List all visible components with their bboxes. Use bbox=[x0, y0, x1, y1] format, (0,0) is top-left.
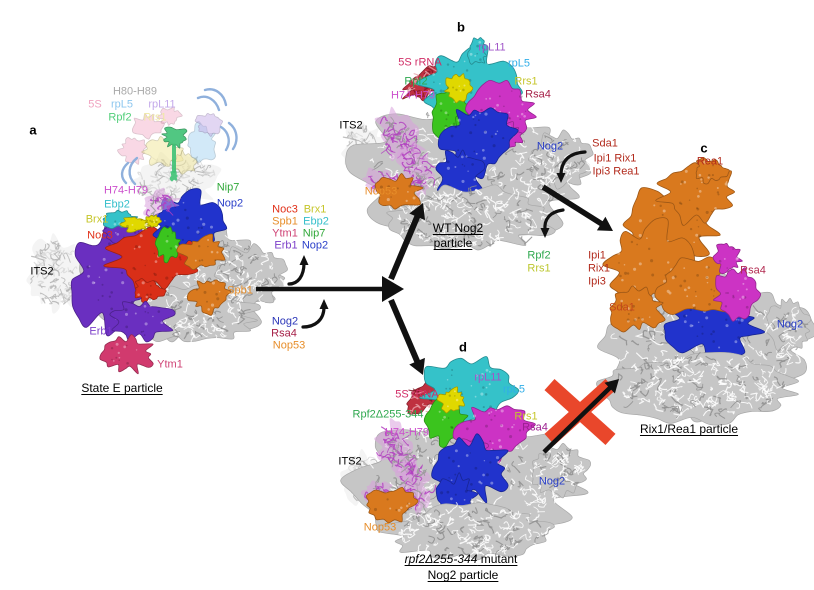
wt-nog2-structure bbox=[341, 37, 594, 251]
release-hook-arrow-mid bbox=[287, 255, 309, 286]
join-hook-arrow-mid bbox=[301, 299, 329, 329]
state-e-structure bbox=[26, 187, 288, 375]
release-hook-arrow-bc bbox=[540, 208, 565, 238]
main-arrow bbox=[256, 276, 404, 302]
red-cross-icon bbox=[544, 379, 616, 445]
branch-arrow-to-b bbox=[388, 203, 426, 281]
rix1-rea1-structure bbox=[596, 156, 814, 426]
join-hook-arrow-bc bbox=[556, 150, 587, 183]
branch-arrow-to-d bbox=[388, 298, 425, 375]
blocked-arrow-d-to-c bbox=[542, 379, 619, 454]
ghost-5s-rnp bbox=[117, 106, 224, 212]
arrow-b-to-c bbox=[541, 184, 613, 231]
mutant-nog2-structure bbox=[340, 356, 591, 561]
motion-arcs-icon bbox=[120, 88, 238, 186]
